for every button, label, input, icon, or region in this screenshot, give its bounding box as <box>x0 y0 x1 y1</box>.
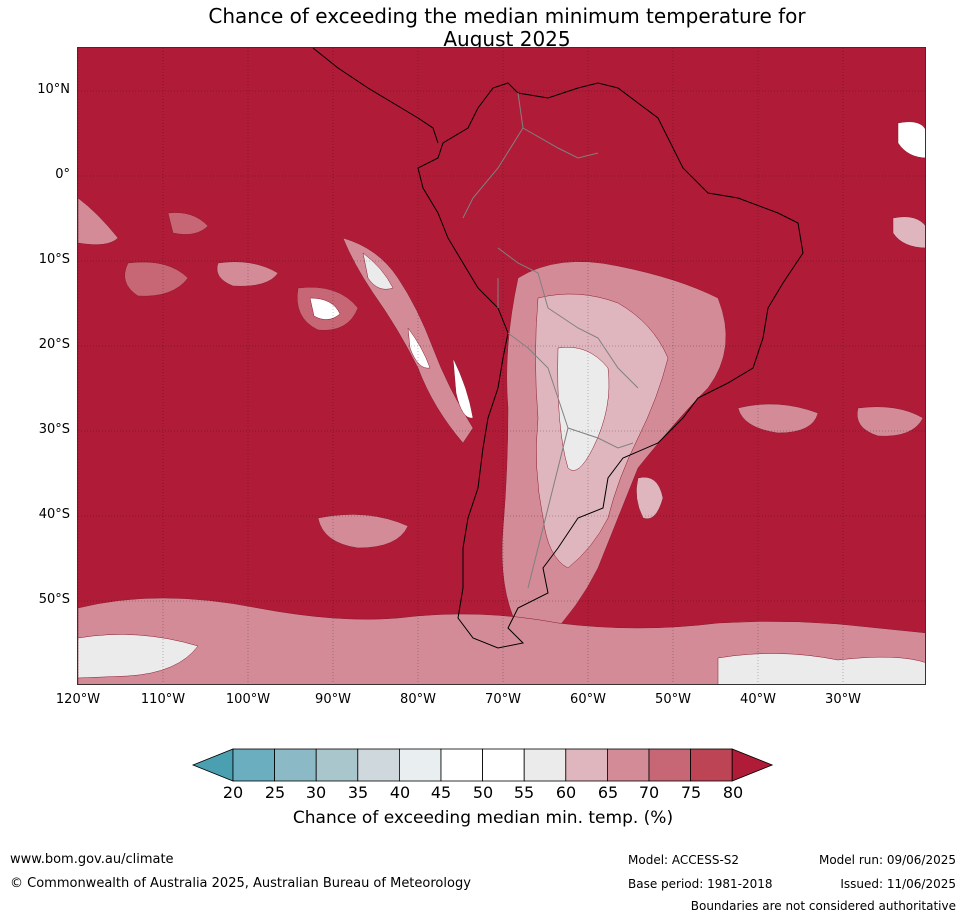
lat-label-10n: 10°N <box>37 82 70 97</box>
lon-label-30w: 30°W <box>825 692 861 707</box>
lon-label-50w: 50°W <box>655 692 691 707</box>
map-gridlines <box>78 48 925 684</box>
south-america-coastline <box>417 82 804 649</box>
legend-tick: 75 <box>680 783 702 802</box>
base-period-text: Base period: 1981-2018 <box>628 877 773 891</box>
colorbar-arrow-low <box>191 748 234 782</box>
lon-label-60w: 60°W <box>570 692 606 707</box>
map-canvas <box>78 48 925 684</box>
legend-tick: 60 <box>555 783 577 802</box>
lon-label-90w: 90°W <box>315 692 351 707</box>
legend-tick: 30 <box>305 783 327 802</box>
central-america-coastline <box>312 48 439 144</box>
lon-label-110w: 110°W <box>140 692 186 707</box>
colorbar-segment <box>398 748 442 782</box>
website-link[interactable]: www.bom.gov.au/climate <box>10 852 174 867</box>
colorbar-segment <box>482 748 525 782</box>
colorbar-segment <box>232 748 275 782</box>
legend-tick: 25 <box>264 783 286 802</box>
map-area <box>77 47 926 685</box>
legend-tick: 55 <box>513 783 535 802</box>
legend-tick: 35 <box>347 783 369 802</box>
colorbar-arrow-high <box>731 748 774 782</box>
legend-tick: 50 <box>472 783 494 802</box>
legend-tick: 20 <box>222 783 244 802</box>
lon-label-120w: 120°W <box>55 692 101 707</box>
colorbar-segment <box>523 748 567 782</box>
copyright-text: © Commonwealth of Australia 2025, Austra… <box>10 876 471 891</box>
colorbar-segment <box>274 748 317 782</box>
colorbar-segment <box>440 748 483 782</box>
legend-tick: 80 <box>722 783 744 802</box>
legend-tick: 65 <box>597 783 619 802</box>
lat-label-20s: 20°S <box>38 337 70 352</box>
legend-colorbar <box>191 748 774 782</box>
colorbar-segment <box>606 748 650 782</box>
lat-label-10s: 10°S <box>38 252 70 267</box>
colorbar-segment <box>565 748 608 782</box>
issued-text: Issued: 11/06/2025 <box>840 877 956 891</box>
title-line-1: Chance of exceeding the median minimum t… <box>208 4 806 28</box>
colorbar-segment <box>648 748 691 782</box>
lat-label-0: 0° <box>55 167 70 182</box>
colorbar-segment <box>690 748 733 782</box>
title-line-2: August 2025 <box>443 27 571 51</box>
model-run-text: Model run: 09/06/2025 <box>818 853 956 867</box>
legend-tick: 45 <box>430 783 452 802</box>
legend-title: Chance of exceeding median min. temp. (%… <box>292 808 674 828</box>
lon-label-80w: 80°W <box>400 692 436 707</box>
country-borders <box>462 92 639 589</box>
lat-label-30s: 30°S <box>38 422 70 437</box>
lat-label-50s: 50°S <box>38 592 70 607</box>
map-title: Chance of exceeding the median minimum t… <box>0 5 965 51</box>
lat-label-40s: 40°S <box>38 507 70 522</box>
legend-tick: 70 <box>638 783 660 802</box>
disclaimer-text: Boundaries are not considered authoritat… <box>690 899 956 913</box>
model-text: Model: ACCESS-S2 <box>628 853 740 867</box>
lon-label-100w: 100°W <box>225 692 271 707</box>
lon-label-40w: 40°W <box>740 692 776 707</box>
lon-label-70w: 70°W <box>485 692 521 707</box>
legend-tick: 40 <box>389 783 411 802</box>
probability-patches <box>78 121 925 684</box>
colorbar-segment <box>357 748 400 782</box>
colorbar-segment <box>315 748 359 782</box>
